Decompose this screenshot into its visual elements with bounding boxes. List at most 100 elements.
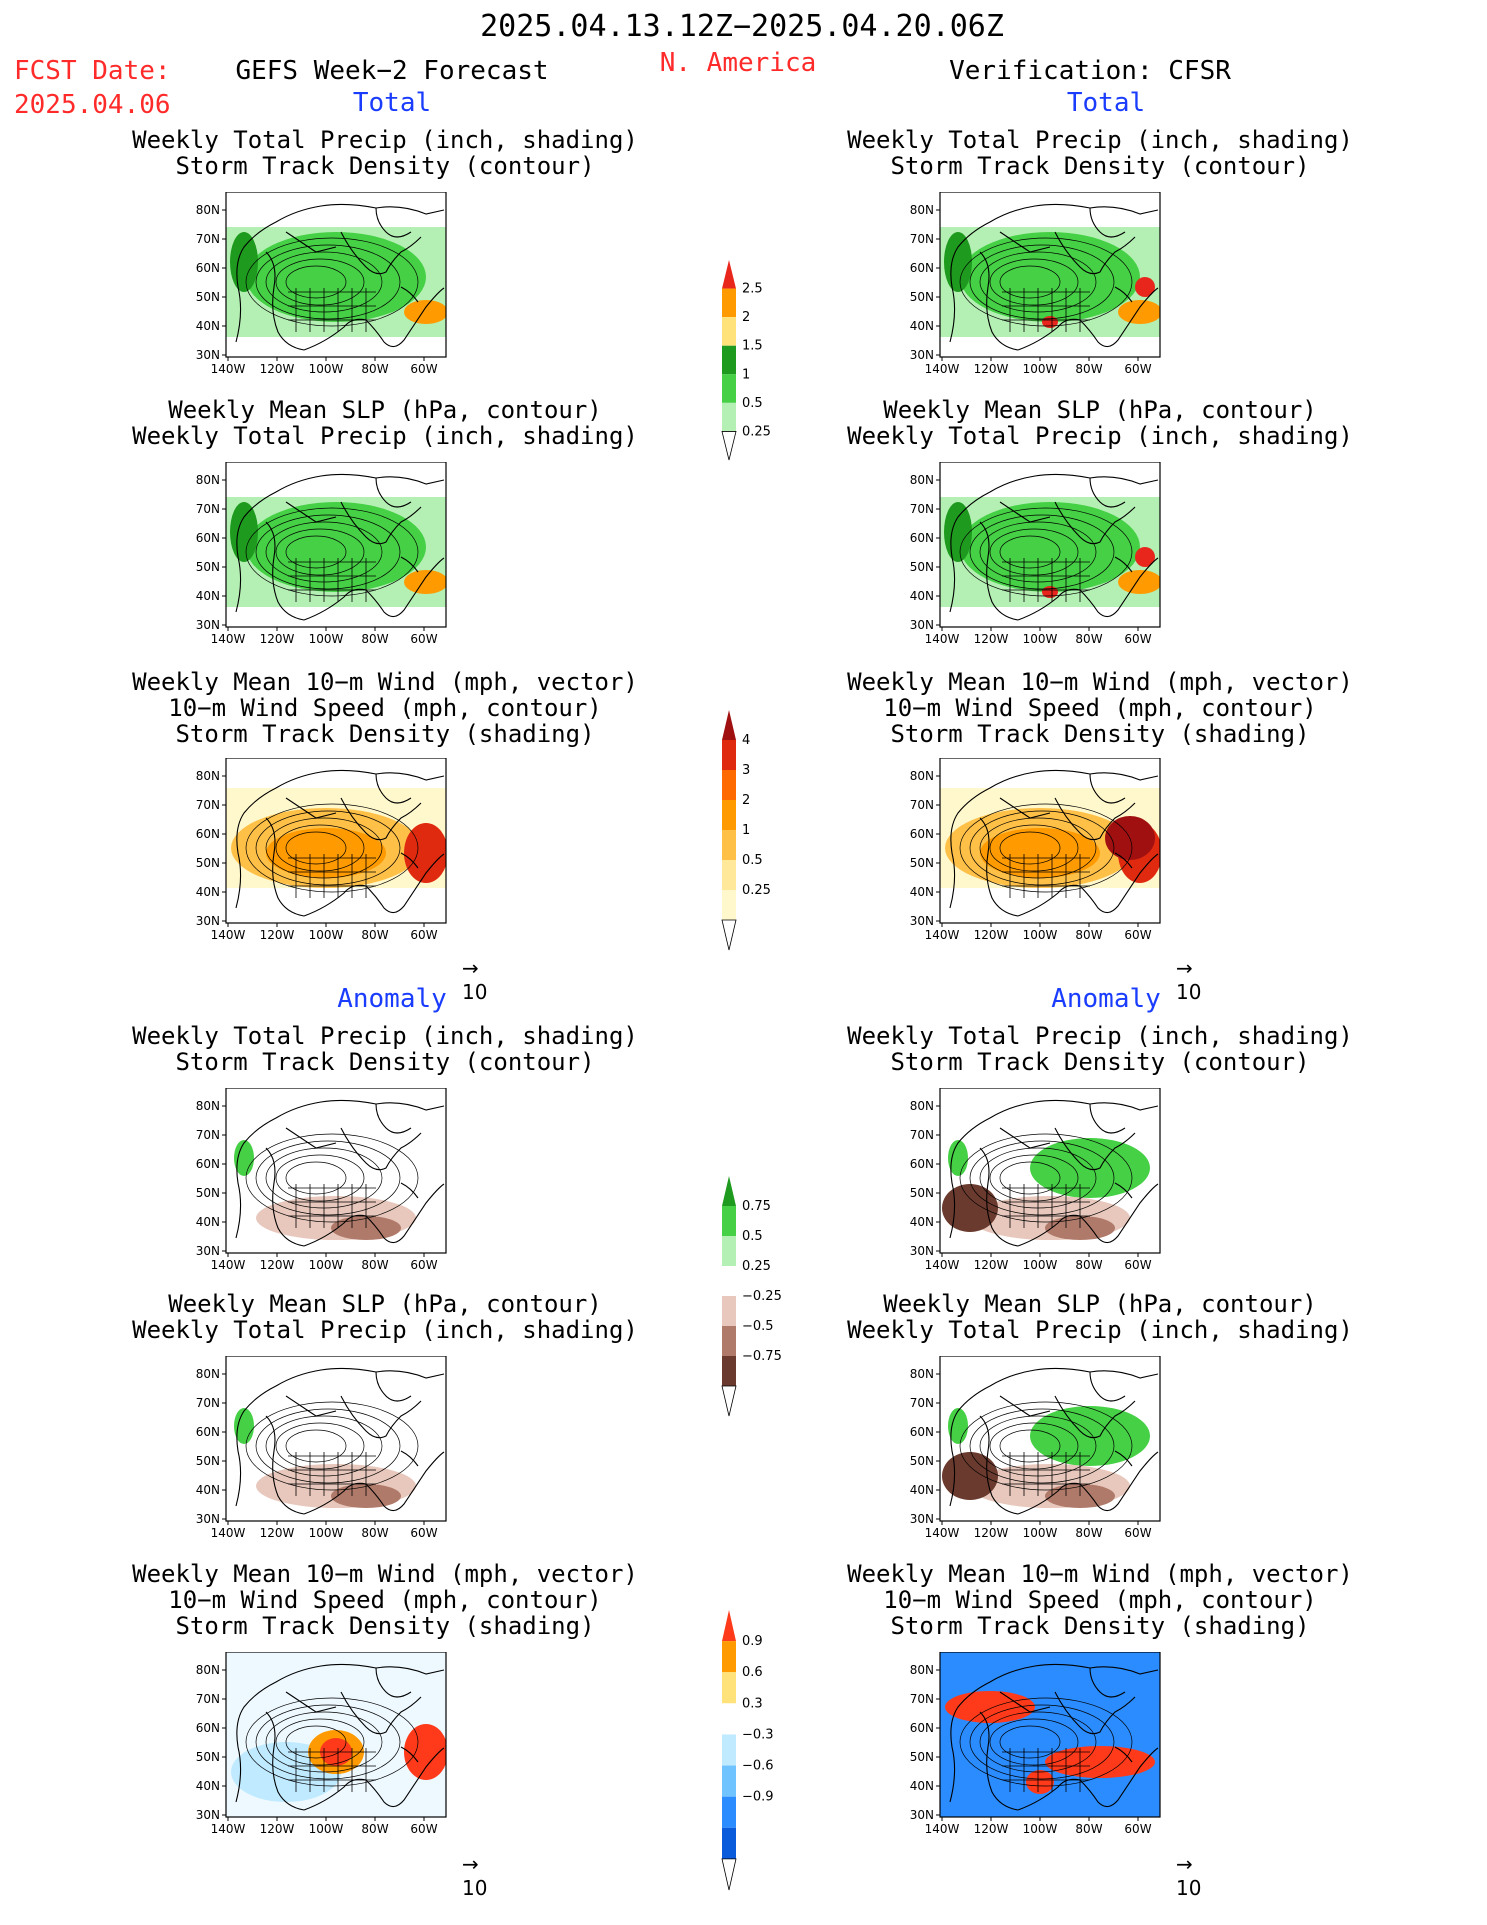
lat-tick-label: 80N bbox=[910, 1367, 934, 1381]
lon-tick-label: 100W bbox=[309, 1822, 344, 1836]
colorbar-tick-label: 2 bbox=[742, 310, 750, 325]
lon-tick-label: 140W bbox=[925, 1258, 960, 1272]
lon-tick-label: 120W bbox=[974, 928, 1009, 942]
colorbar-tick-label: −0.5 bbox=[742, 1319, 774, 1334]
lon-tick-label: 120W bbox=[260, 362, 295, 376]
lon-tick-label: 140W bbox=[925, 362, 960, 376]
lat-tick-label: 50N bbox=[196, 1454, 220, 1468]
lon-tick-label: 80W bbox=[1075, 928, 1102, 942]
panel-title-slp: Weekly Mean SLP (hPa, contour) bbox=[168, 1290, 602, 1318]
lat-tick-label: 60N bbox=[196, 1721, 220, 1735]
colorbar-tick-label: −0.25 bbox=[742, 1289, 782, 1304]
lat-tick-label: 50N bbox=[196, 856, 220, 870]
lat-tick-label: 40N bbox=[910, 1215, 934, 1229]
lon-tick-label: 100W bbox=[1023, 362, 1058, 376]
lon-tick-label: 140W bbox=[211, 632, 246, 646]
lat-tick-label: 70N bbox=[910, 1396, 934, 1410]
lon-tick-label: 120W bbox=[974, 632, 1009, 646]
panel-title-precip: Weekly Total Precip (inch, shading) bbox=[132, 126, 638, 154]
colorbar-tick-label: 0.9 bbox=[742, 1634, 763, 1649]
lon-tick-label: 60W bbox=[410, 928, 437, 942]
lat-tick-label: 70N bbox=[910, 1692, 934, 1706]
lon-tick-label: 120W bbox=[974, 362, 1009, 376]
panel-title-windspeed: 10−m Wind Speed (mph, contour) bbox=[883, 694, 1317, 722]
lon-tick-label: 140W bbox=[925, 1526, 960, 1540]
lon-tick-label: 60W bbox=[410, 1258, 437, 1272]
colorbar-tick-label: 1.5 bbox=[742, 339, 763, 354]
colorbar-tick-label: 4 bbox=[742, 733, 750, 748]
colorbar-tick-label: 0.25 bbox=[742, 883, 771, 898]
lat-tick-label: 40N bbox=[196, 589, 220, 603]
lat-tick-label: 70N bbox=[196, 1128, 220, 1142]
vector-reference: → 10 bbox=[1176, 956, 1202, 1004]
lat-tick-label: 70N bbox=[196, 1396, 220, 1410]
lat-tick-label: 60N bbox=[910, 827, 934, 841]
lat-tick-label: 40N bbox=[910, 885, 934, 899]
lon-tick-label: 60W bbox=[410, 362, 437, 376]
lon-tick-label: 100W bbox=[1023, 632, 1058, 646]
panel-title-windspeed: 10−m Wind Speed (mph, contour) bbox=[168, 694, 602, 722]
lat-tick-label: 80N bbox=[910, 769, 934, 783]
lon-tick-label: 140W bbox=[925, 1822, 960, 1836]
lat-tick-label: 70N bbox=[196, 1692, 220, 1706]
lat-tick-label: 30N bbox=[196, 914, 220, 928]
section-total-right: Total bbox=[1066, 88, 1146, 118]
lon-tick-label: 80W bbox=[361, 632, 388, 646]
lon-tick-label: 80W bbox=[361, 928, 388, 942]
colorbars: 2.5 2 1.5 1 0.5 0.25 4 3 2 1 0.5 0.25 0.75 0.5 0.25 −0.… bbox=[721, 260, 782, 1891]
lon-tick-label: 80W bbox=[361, 1822, 388, 1836]
lat-tick-label: 30N bbox=[910, 914, 934, 928]
lat-tick-label: 80N bbox=[910, 203, 934, 217]
lon-tick-label: 100W bbox=[309, 928, 344, 942]
vector-reference: → 10 bbox=[1176, 1852, 1202, 1900]
panel-title-track: Storm Track Density (shading) bbox=[175, 1612, 595, 1640]
lon-tick-label: 140W bbox=[211, 928, 246, 942]
lon-tick-label: 100W bbox=[309, 1526, 344, 1540]
panel-title-track: Storm Track Density (shading) bbox=[175, 720, 595, 748]
panel-title-windspeed: 10−m Wind Speed (mph, contour) bbox=[168, 1586, 602, 1614]
lat-tick-label: 80N bbox=[196, 1367, 220, 1381]
lat-tick-label: 80N bbox=[196, 1663, 220, 1677]
lon-tick-label: 60W bbox=[1124, 928, 1151, 942]
period-title: 2025.04.13.12Z−2025.04.20.06Z bbox=[480, 9, 1004, 44]
colorbar-precip_total: 2.5 2 1.5 1 0.5 0.25 bbox=[721, 260, 771, 461]
lat-tick-label: 60N bbox=[910, 261, 934, 275]
section-anomaly-right: Anomaly bbox=[1051, 984, 1161, 1014]
lon-tick-label: 100W bbox=[309, 632, 344, 646]
lat-tick-label: 60N bbox=[196, 1157, 220, 1171]
fcst-date-label: FCST Date: bbox=[14, 56, 171, 86]
lat-tick-label: 30N bbox=[196, 348, 220, 362]
colorbar-tick-label: 0.5 bbox=[742, 1229, 763, 1244]
lon-tick-label: 60W bbox=[1124, 632, 1151, 646]
colorbar-tick-label: −0.9 bbox=[742, 1790, 774, 1805]
colorbar-precip_anom: 0.75 0.5 0.25 −0.25 −0.5 −0.75 bbox=[721, 1176, 782, 1417]
panel-title-track: Storm Track Density (contour) bbox=[175, 152, 595, 180]
lon-tick-label: 120W bbox=[260, 928, 295, 942]
vector-reference: → 10 bbox=[462, 1852, 488, 1900]
lat-tick-label: 30N bbox=[196, 1244, 220, 1258]
colorbar-tick-label: 1 bbox=[742, 823, 750, 838]
lat-tick-label: 40N bbox=[910, 319, 934, 333]
lon-tick-label: 80W bbox=[361, 1258, 388, 1272]
lat-tick-label: 30N bbox=[910, 1512, 934, 1526]
lon-tick-label: 140W bbox=[925, 632, 960, 646]
panel-title-track: Storm Track Density (shading) bbox=[890, 1612, 1310, 1640]
lat-tick-label: 40N bbox=[196, 1215, 220, 1229]
lat-tick-label: 80N bbox=[910, 1663, 934, 1677]
lon-tick-label: 60W bbox=[410, 1526, 437, 1540]
lon-tick-label: 140W bbox=[211, 362, 246, 376]
lat-tick-label: 30N bbox=[196, 1512, 220, 1526]
panel-title-track: Storm Track Density (contour) bbox=[890, 1048, 1310, 1076]
panel-title-wind: Weekly Mean 10−m Wind (mph, vector) bbox=[132, 668, 638, 696]
panel-title-wind: Weekly Mean 10−m Wind (mph, vector) bbox=[847, 668, 1353, 696]
lon-tick-label: 80W bbox=[1075, 1258, 1102, 1272]
colorbar-tick-label: −0.6 bbox=[742, 1759, 774, 1774]
lat-tick-label: 50N bbox=[910, 290, 934, 304]
lon-tick-label: 120W bbox=[260, 1822, 295, 1836]
